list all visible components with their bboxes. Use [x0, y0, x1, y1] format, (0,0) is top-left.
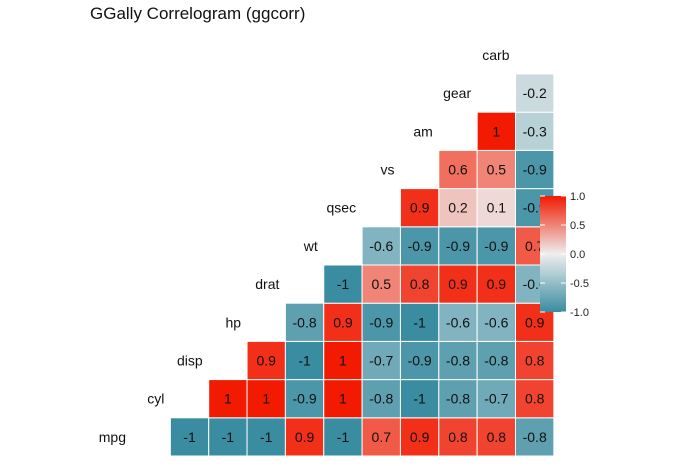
cell-label-qsec-drat: 0.5 [372, 276, 392, 292]
heatmap-cell-vs-disp [399, 340, 440, 381]
legend-tick-label: 0.5 [570, 220, 585, 232]
cell-label-wt-mpg: -1 [337, 429, 350, 445]
cell-label-drat-hp: -0.8 [293, 314, 317, 330]
heatmap-cell-carb-gear [515, 73, 555, 113]
cell-label-hp-mpg: -1 [260, 429, 273, 445]
heatmap-cell-am-drat [438, 264, 478, 304]
variable-label-carb: carb [482, 47, 509, 63]
heatmap-cell-gear-cyl [476, 379, 516, 419]
cell-label-cyl-mpg: -1 [183, 429, 196, 445]
variable-label-gear: gear [443, 85, 471, 101]
variable-label-drat: drat [255, 276, 279, 292]
heatmap-cell-wt-drat [323, 264, 363, 304]
cell-label-wt-cyl: 1 [339, 391, 347, 407]
heatmap-cell-wt-mpg [323, 417, 363, 457]
cell-label-carb-disp: 0.8 [525, 353, 545, 369]
legend-tick-label: 0.0 [570, 249, 585, 261]
cell-label-gear-wt: -0.9 [484, 238, 508, 254]
cell-label-gear-qsec: 0.1 [487, 200, 507, 216]
cell-label-wt-hp: 0.9 [333, 314, 353, 330]
heatmap-cell-am-hp [438, 302, 478, 342]
cell-label-gear-mpg: 0.8 [487, 429, 507, 445]
cell-label-am-disp: -0.8 [446, 353, 470, 369]
heatmap-cell-gear-drat [476, 264, 516, 304]
heatmap-cell-wt-hp [323, 302, 363, 342]
cell-label-gear-cyl: -0.7 [484, 391, 508, 407]
cell-label-gear-vs: 0.5 [487, 162, 507, 178]
cell-label-gear-drat: 0.9 [487, 276, 507, 292]
cell-label-am-drat: 0.9 [448, 276, 468, 292]
heatmap-cell-carb-mpg [515, 417, 555, 457]
variable-label-vs: vs [380, 162, 394, 178]
cell-label-wt-disp: 1 [339, 353, 347, 369]
variable-label-hp: hp [225, 314, 241, 330]
variable-label-wt: wt [303, 238, 318, 254]
heatmap-cell-drat-mpg [284, 417, 325, 457]
cell-label-am-hp: -0.6 [446, 314, 470, 330]
cell-label-vs-drat: 0.8 [410, 276, 430, 292]
cell-label-vs-mpg: 0.9 [410, 429, 430, 445]
cell-label-vs-cyl: -1 [413, 391, 426, 407]
cell-label-am-vs: 0.6 [448, 162, 468, 178]
cell-label-hp-cyl: 1 [262, 391, 270, 407]
cell-label-gear-hp: -0.6 [484, 314, 508, 330]
chart-title: GGally Correlogram (ggcorr) [90, 4, 306, 23]
cell-label-qsec-wt: -0.6 [369, 238, 393, 254]
heatmap-cell-disp-mpg [208, 417, 248, 457]
cell-label-carb-wt: 0.7 [525, 238, 545, 254]
heatmap-cell-vs-wt [399, 226, 440, 266]
cell-label-am-wt: -0.9 [446, 238, 470, 254]
legend-tick-label: 1.0 [570, 191, 585, 203]
variable-label-cyl: cyl [147, 391, 164, 407]
heatmap-cell-wt-cyl [323, 379, 363, 419]
cell-label-qsec-cyl: -0.8 [369, 391, 393, 407]
heatmap-cell-gear-vs [476, 149, 516, 190]
legend-tick-label: -0.5 [570, 278, 589, 290]
cell-label-disp-cyl: 1 [224, 391, 232, 407]
cell-label-carb-vs: -0.9 [523, 162, 547, 178]
heatmap-cell-vs-qsec [399, 188, 440, 228]
cell-label-carb-cyl: 0.8 [525, 391, 545, 407]
variable-label-qsec: qsec [327, 200, 357, 216]
heatmap-cell-drat-disp [284, 340, 325, 381]
legend-tick-label: -1.0 [570, 307, 589, 319]
cell-label-qsec-mpg: 0.7 [372, 429, 392, 445]
heatmap-cell-am-vs [438, 149, 478, 190]
heatmap-cell-drat-hp [284, 302, 325, 342]
heatmap-cell-am-cyl [438, 379, 478, 419]
cell-label-hp-disp: 0.9 [256, 353, 276, 369]
cell-label-drat-cyl: -0.9 [293, 391, 317, 407]
cell-label-vs-hp: -1 [413, 314, 426, 330]
heatmap-cell-carb-vs [515, 149, 555, 190]
cell-label-am-qsec: 0.2 [448, 200, 468, 216]
variable-label-mpg: mpg [99, 429, 126, 445]
cell-label-carb-hp: 0.9 [525, 314, 545, 330]
cell-label-am-mpg: 0.8 [448, 429, 468, 445]
cell-label-wt-drat: -1 [337, 276, 350, 292]
heatmap-cell-am-mpg [438, 417, 478, 457]
cell-label-vs-disp: -0.9 [408, 353, 432, 369]
cell-label-vs-qsec: 0.9 [410, 200, 430, 216]
cell-label-drat-disp: -1 [298, 353, 311, 369]
heatmap-cell-gear-disp [476, 340, 516, 381]
heatmap-cell-drat-cyl [284, 379, 325, 419]
cell-label-gear-disp: -0.8 [484, 353, 508, 369]
cell-label-qsec-hp: -0.9 [369, 314, 393, 330]
variable-label-am: am [413, 123, 432, 139]
cell-label-qsec-disp: -0.7 [369, 353, 393, 369]
heatmap-cell-carb-am [515, 111, 555, 151]
cell-label-disp-mpg: -1 [222, 429, 235, 445]
cell-label-gear-am: 1 [492, 123, 500, 139]
variable-label-disp: disp [177, 353, 203, 369]
heatmap-cell-am-disp [438, 340, 478, 381]
cell-label-carb-am: -0.3 [523, 123, 547, 139]
cell-label-vs-wt: -0.9 [408, 238, 432, 254]
cell-label-carb-gear: -0.2 [523, 85, 547, 101]
cell-label-drat-mpg: 0.9 [295, 429, 315, 445]
heatmap-cell-carb-disp [515, 340, 555, 381]
cell-label-am-cyl: -0.8 [446, 391, 470, 407]
cell-label-carb-mpg: -0.8 [523, 429, 547, 445]
heatmap-cell-hp-disp [246, 340, 286, 381]
